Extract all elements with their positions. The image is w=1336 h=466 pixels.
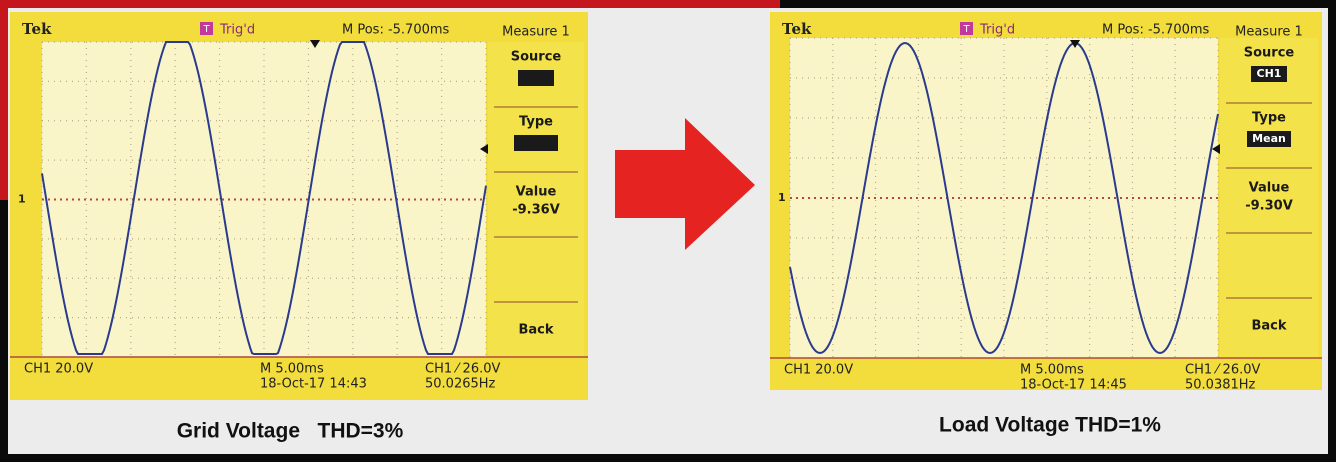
- trigger-setting: CH1 ⁄ 26.0V: [1185, 363, 1261, 378]
- channel-scale: CH1 20.0V: [784, 363, 853, 378]
- trigger-setting: CH1 ⁄ 26.0V: [425, 362, 501, 377]
- menu-value-box: [1251, 66, 1287, 82]
- trigger-icon-box: [960, 22, 973, 35]
- timebase: M 5.00ms: [260, 362, 324, 377]
- menu-value-box: [518, 70, 554, 86]
- menu-column: [488, 42, 584, 357]
- menu-source: Source: [1244, 46, 1295, 61]
- menu-back: Back: [1251, 319, 1286, 334]
- trigger-position: [310, 40, 320, 48]
- menu-source: Source: [511, 50, 562, 65]
- source-value: CH1: [1257, 67, 1282, 80]
- menu-value-box: [1247, 131, 1291, 147]
- menu-column: [1220, 38, 1318, 358]
- menu-back: Back: [518, 323, 553, 338]
- trigger-icon: T: [202, 24, 210, 35]
- trigger-level: [480, 144, 488, 154]
- type-value: Mean: [1252, 132, 1286, 145]
- channel-scale: CH1 20.0V: [24, 362, 93, 377]
- menu-type: Type: [519, 115, 553, 130]
- m-pos: M Pos: -5.700ms: [342, 23, 450, 38]
- trigger-level: [1212, 144, 1220, 154]
- frequency: 50.0381Hz: [1185, 378, 1256, 393]
- menu-value-label: Value: [1249, 181, 1290, 196]
- brand: Tek: [22, 20, 52, 38]
- frequency: 50.0265Hz: [425, 377, 496, 392]
- timebase: M 5.00ms: [1020, 363, 1084, 378]
- menu-value-label: Value: [516, 185, 557, 200]
- channel-marker: 1: [778, 191, 786, 204]
- caption: Load Voltage THD=1%: [939, 414, 1161, 437]
- datetime: 18-Oct-17 14:45: [1020, 378, 1127, 393]
- waveform: [41, 41, 487, 355]
- menu-title: Measure 1: [1235, 25, 1303, 40]
- channel-marker: 1: [18, 193, 26, 206]
- trigger-icon: T: [962, 24, 970, 35]
- trigger-position: [1070, 40, 1080, 48]
- waveform: [789, 42, 1219, 355]
- trigger-icon-box: [200, 22, 213, 35]
- menu-type: Type: [1252, 111, 1286, 126]
- trigger-status: Trig'd: [219, 23, 255, 38]
- trigger-status: Trig'd: [979, 23, 1015, 38]
- caption: Grid Voltage THD=3%: [177, 420, 404, 443]
- menu-value: -9.36V: [512, 203, 560, 218]
- menu-value-box: [514, 135, 558, 151]
- datetime: 18-Oct-17 14:43: [260, 377, 367, 392]
- m-pos: M Pos: -5.700ms: [1102, 23, 1210, 38]
- arrow: [615, 118, 755, 250]
- menu-value: -9.30V: [1245, 199, 1293, 214]
- brand: Tek: [782, 20, 812, 38]
- menu-title: Measure 1: [502, 25, 570, 40]
- plot-area: [790, 38, 1218, 358]
